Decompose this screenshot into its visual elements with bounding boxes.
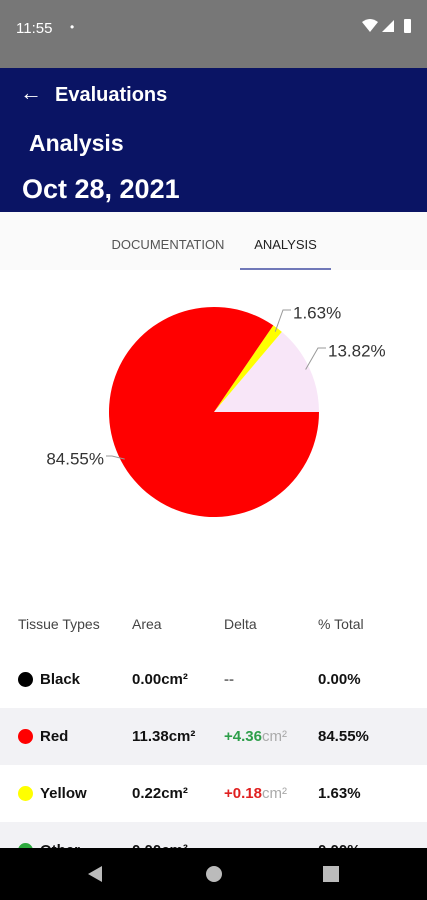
recents-button[interactable]: [323, 866, 339, 882]
delta-value: +4.36: [224, 728, 262, 745]
percent-total: 0.00%: [318, 671, 361, 688]
tab[interactable]: DOCUMENTATION: [111, 237, 225, 252]
dot: •: [70, 20, 75, 34]
delta: --: [224, 671, 234, 688]
time: 11:55: [16, 20, 53, 37]
date: Oct 28, 2021: [22, 174, 180, 204]
tissue-name: Black: [40, 671, 81, 688]
column-header: Delta: [224, 616, 257, 632]
delta-unit: cm²: [261, 728, 287, 745]
delta: +0.18cm²: [224, 785, 287, 802]
delta-unit: cm²: [261, 785, 287, 802]
table-row: Yellow 0.22cm² +0.18cm² 1.63%: [0, 765, 427, 822]
table-row: Red 11.38cm² +4.36cm² 84.55%: [0, 708, 427, 765]
app-bar: ← Evaluations Analysis Oct 28, 2021: [0, 68, 427, 212]
nav-bar: [0, 848, 427, 900]
pie-chart: 13.82% 1.63% 84.55%: [46, 303, 386, 517]
tab-indicator: [240, 268, 331, 270]
column-header: % Total: [318, 616, 364, 632]
title: Analysis: [29, 130, 124, 156]
leader-line: [305, 347, 326, 370]
delta-value: +0.18: [224, 785, 262, 802]
leader-line: [106, 455, 125, 460]
pie-slice: [214, 325, 282, 412]
percent-total: 1.63%: [318, 785, 361, 802]
back-label[interactable]: Evaluations: [55, 84, 168, 106]
column-header: Tissue Types: [18, 616, 100, 632]
table-row: Black 0.00cm² -- 0.00%: [0, 651, 427, 708]
pie-slice: [214, 331, 319, 412]
tab[interactable]: ANALYSIS: [254, 237, 317, 252]
color-dot: [18, 672, 33, 687]
status-bar: 11:55 •: [0, 0, 427, 68]
color-dot: [18, 786, 33, 801]
percent-total: 84.55%: [318, 728, 369, 745]
data-label: 84.55%: [46, 449, 104, 468]
leader-line: [274, 309, 291, 332]
tabs: DOCUMENTATION ANALYSIS: [0, 212, 427, 270]
pie-slice: [109, 306, 319, 517]
nav-icons: [88, 866, 339, 882]
delta-value: --: [224, 671, 234, 688]
status-icons: [362, 19, 411, 33]
delta: +4.36cm²: [224, 728, 287, 745]
data-label: 1.63%: [293, 303, 341, 322]
back-arrow[interactable]: ←: [20, 80, 42, 105]
table-header: Tissue Types Area Delta % Total: [0, 602, 427, 646]
home-button[interactable]: [206, 866, 222, 882]
area: 0.00cm²: [132, 671, 188, 688]
back-button[interactable]: [88, 866, 102, 882]
data-label: 13.82%: [328, 341, 386, 360]
tissue-name: Yellow: [40, 785, 87, 802]
area: 11.38cm²: [132, 728, 196, 745]
color-dot: [18, 729, 33, 744]
area: 0.22cm²: [132, 785, 188, 802]
tissue-name: Red: [40, 728, 69, 745]
column-header: Area: [132, 616, 162, 632]
